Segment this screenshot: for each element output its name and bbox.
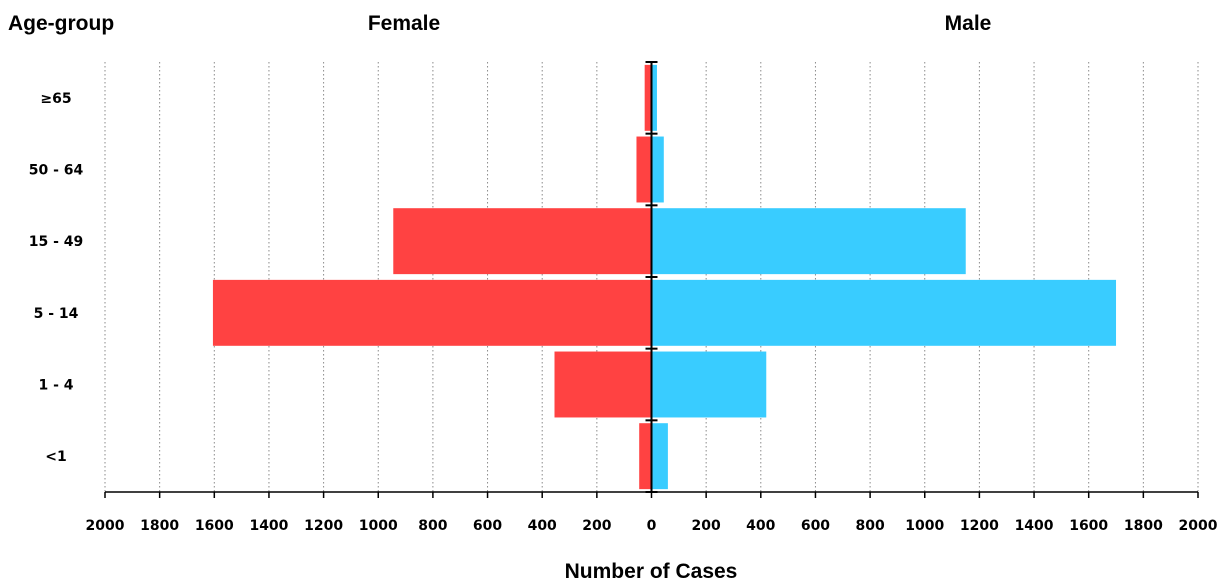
x-axis-title: Number of Cases bbox=[565, 560, 738, 583]
x-tick-label: 1000 bbox=[905, 518, 944, 534]
category-label: 1 - 4 bbox=[38, 378, 73, 394]
bar-female-2 bbox=[393, 208, 652, 275]
axes bbox=[104, 61, 1199, 498]
x-tick-label: 1200 bbox=[304, 518, 343, 534]
bar-female-4 bbox=[554, 351, 652, 418]
x-tick-label: 400 bbox=[528, 518, 557, 534]
bar-female-3 bbox=[212, 279, 652, 346]
bar-female-5 bbox=[639, 423, 652, 490]
x-tick-label: 1600 bbox=[1069, 518, 1108, 534]
bar-female-0 bbox=[644, 64, 652, 131]
x-tick-label: 1000 bbox=[359, 518, 398, 534]
x-tick-label: 200 bbox=[692, 518, 721, 534]
x-tick-label: 1400 bbox=[1015, 518, 1054, 534]
bar-female-1 bbox=[636, 136, 652, 203]
x-tick-label: 1600 bbox=[195, 518, 234, 534]
x-tick-label: 600 bbox=[473, 518, 502, 534]
bar-male-2 bbox=[651, 208, 966, 275]
category-label: <1 bbox=[45, 449, 66, 465]
x-tick-label: 2000 bbox=[1179, 518, 1218, 534]
bar-male-0 bbox=[651, 64, 657, 131]
x-tick-label: 2000 bbox=[86, 518, 125, 534]
x-tick-label: 800 bbox=[418, 518, 447, 534]
x-tick-label: 1800 bbox=[1124, 518, 1163, 534]
x-tick-label: 1200 bbox=[960, 518, 999, 534]
category-label: 5 - 14 bbox=[34, 306, 79, 322]
bar-male-1 bbox=[651, 136, 664, 203]
labels: Age-group Female Male Number of Cases 20… bbox=[8, 12, 1218, 583]
bar-male-4 bbox=[651, 351, 767, 418]
x-tick-label: 1800 bbox=[140, 518, 179, 534]
bar-male-3 bbox=[651, 279, 1117, 346]
male-header: Male bbox=[945, 12, 992, 35]
y-axis-title: Age-group bbox=[8, 12, 114, 35]
x-tick-label: 1400 bbox=[249, 518, 288, 534]
x-tick-label: 200 bbox=[582, 518, 611, 534]
category-label: ≥65 bbox=[40, 91, 71, 107]
x-tick-label: 0 bbox=[647, 518, 657, 534]
x-tick-label: 800 bbox=[855, 518, 884, 534]
x-tick-label: 600 bbox=[801, 518, 830, 534]
x-tick-label: 400 bbox=[746, 518, 775, 534]
category-label: 50 - 64 bbox=[29, 163, 84, 179]
category-label: 15 - 49 bbox=[29, 234, 84, 250]
bars bbox=[212, 64, 1117, 490]
bar-male-5 bbox=[651, 423, 668, 490]
female-header: Female bbox=[368, 12, 440, 35]
